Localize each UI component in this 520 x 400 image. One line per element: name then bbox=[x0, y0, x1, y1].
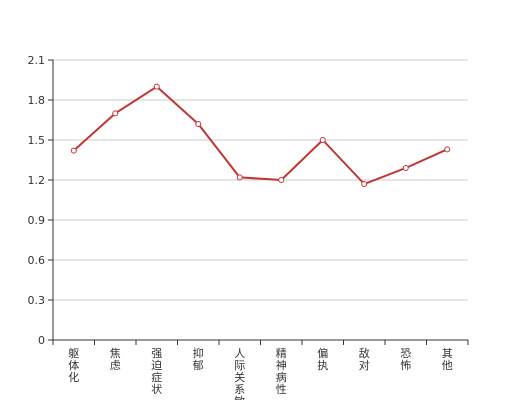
data-point bbox=[361, 181, 368, 187]
data-point bbox=[444, 146, 451, 153]
data-point bbox=[195, 121, 202, 127]
y-tick-label: 0.3 bbox=[28, 294, 46, 307]
x-tick-label: 强迫症状 bbox=[151, 347, 162, 396]
x-tick-label: 精神病性 bbox=[276, 347, 287, 396]
y-tick-label: 0.9 bbox=[28, 214, 46, 227]
y-tick-labels: 0 0.3 0.6 0.9 1.2 1.5 1.8 2.1 bbox=[28, 54, 46, 347]
data-point bbox=[70, 147, 77, 154]
data-point bbox=[402, 165, 409, 171]
x-tick-label: 敌对 bbox=[359, 346, 370, 372]
x-tick-label: 恐怖 bbox=[400, 347, 411, 372]
x-tick-label: 偏执 bbox=[317, 346, 328, 372]
data-point bbox=[153, 83, 160, 90]
y-tick-label: 1.2 bbox=[28, 174, 46, 187]
series bbox=[70, 83, 451, 187]
x-tick-label: 躯体化 bbox=[68, 347, 79, 384]
grid-lines bbox=[53, 59, 468, 301]
x-tick-label: 抑郁 bbox=[193, 346, 204, 372]
x-tick-label: 焦虑 bbox=[110, 347, 121, 372]
data-point bbox=[319, 137, 326, 143]
y-tick-label: 1.8 bbox=[28, 94, 46, 107]
x-tick-label: 人际关系敏感 bbox=[234, 347, 245, 400]
y-tick-label: 0 bbox=[38, 334, 45, 347]
data-point bbox=[278, 177, 285, 183]
series-line bbox=[73, 85, 448, 185]
y-tick-label: 0.6 bbox=[28, 254, 46, 267]
y-tick-label: 1.5 bbox=[28, 134, 46, 147]
data-point bbox=[236, 174, 243, 181]
x-tick-label: 其他 bbox=[442, 347, 453, 372]
y-tick-label: 2.1 bbox=[28, 54, 46, 67]
data-point bbox=[112, 110, 119, 117]
axes bbox=[48, 59, 469, 345]
x-tick-labels: 躯体化 焦虑 强迫症状 抑郁 人际关系敏感 精神病性 偏执 敌对 恐怖 其他 bbox=[68, 346, 453, 400]
